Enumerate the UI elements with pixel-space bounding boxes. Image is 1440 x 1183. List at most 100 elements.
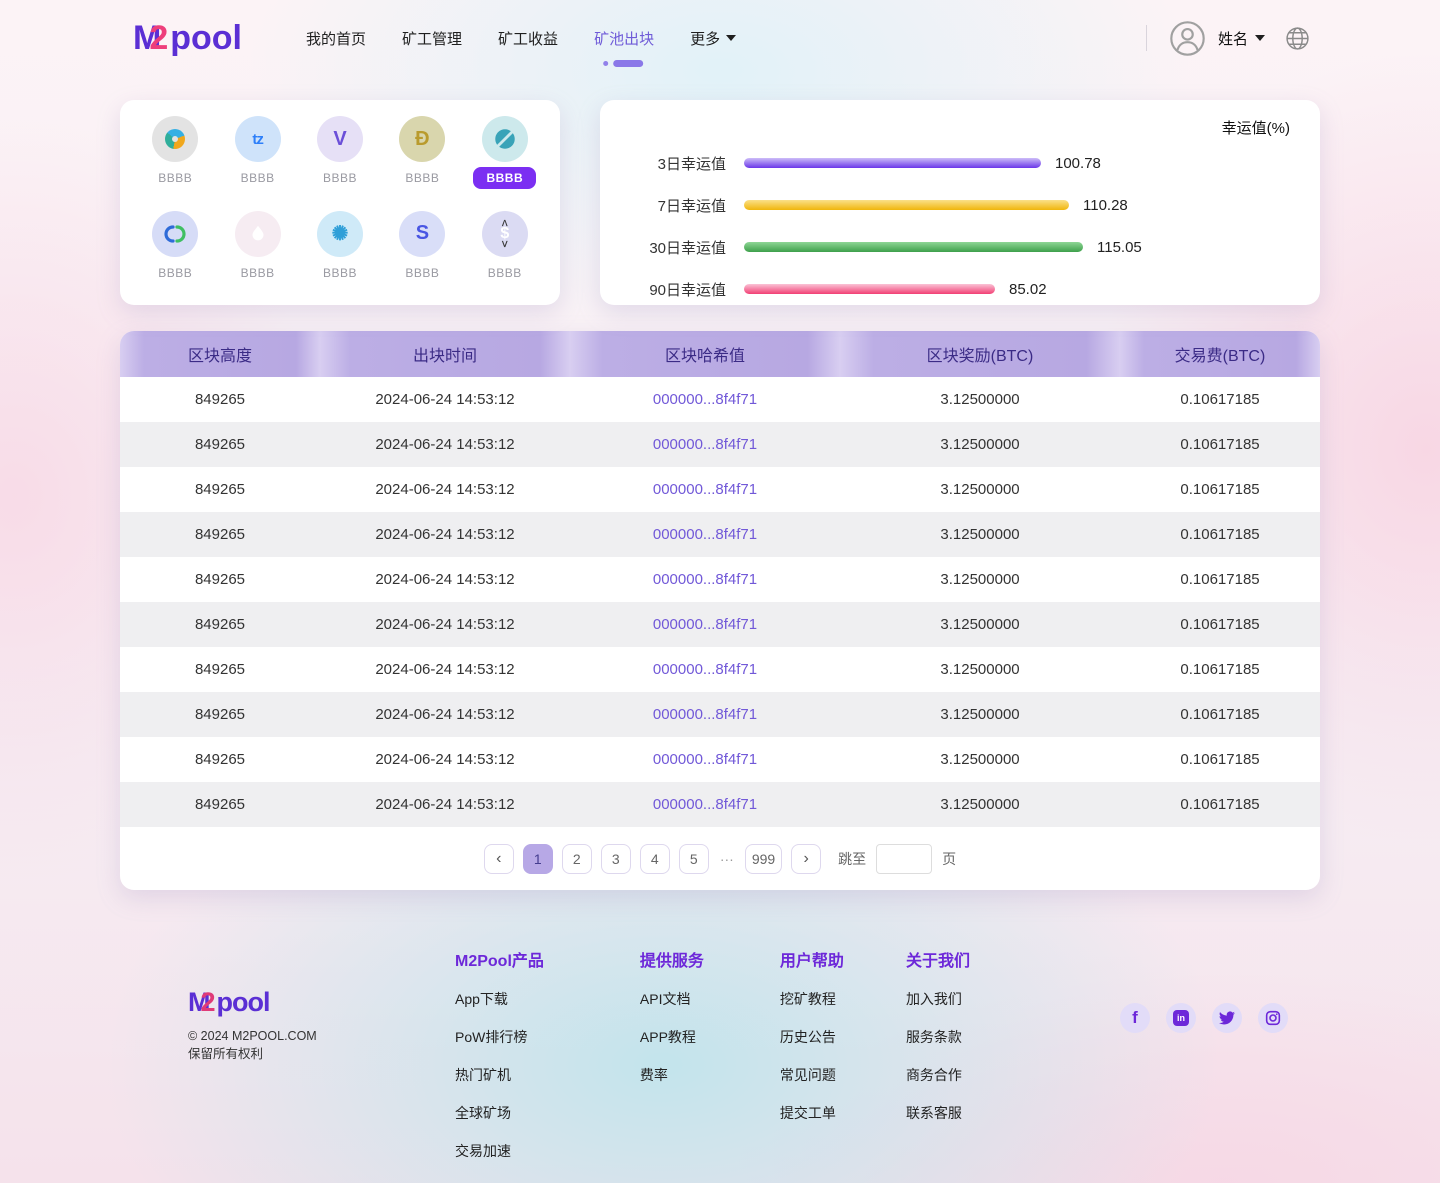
block-hash-link[interactable]: 000000...8f4f71 <box>652 391 758 408</box>
avatar[interactable] <box>1169 20 1206 57</box>
facebook-icon[interactable]: f <box>1120 1003 1150 1033</box>
table-cell: 849265 <box>120 782 320 827</box>
table-cell: 000000...8f4f71 <box>570 377 840 422</box>
page-button-3[interactable]: 3 <box>600 844 631 874</box>
lucky-bar-label: 90日幸运值 <box>649 281 726 299</box>
footer-link[interactable]: 联系客服 <box>905 1105 962 1121</box>
coin-item-scoin[interactable]: S BBBB <box>381 210 463 296</box>
footer-link[interactable]: 交易加速 <box>455 1143 511 1159</box>
table-cell: 849265 <box>120 467 320 512</box>
page-button-1[interactable]: 1 <box>522 844 553 874</box>
footer-link[interactable]: 费率 <box>639 1067 668 1083</box>
jump-page-input[interactable] <box>876 844 933 874</box>
page-button-5[interactable]: 5 <box>678 844 709 874</box>
block-hash-link[interactable]: 000000...8f4f71 <box>652 661 758 678</box>
coin-item-bitshares[interactable]: ✺ BBBB <box>299 210 381 296</box>
footer-link[interactable]: API文档 <box>639 991 691 1007</box>
footer-logo-block: M2pool © 2024 M2POOL.COM 保留所有权利 <box>188 987 317 1063</box>
block-hash-link[interactable]: 000000...8f4f71 <box>652 706 758 723</box>
footer-link[interactable]: 服务条款 <box>905 1029 962 1045</box>
nav-item-5[interactable]: 更多 <box>690 22 737 55</box>
page-button-2[interactable]: 2 <box>561 844 592 874</box>
table-header-row: 区块高度 出块时间 区块哈希值 区块奖励(BTC) 交易费(BTC) <box>120 331 1320 377</box>
coin-ontology-icon <box>481 116 528 162</box>
main-content: BBBB tz BBBB V BBBB Đ BBBB BBBB BBBB BBBB ✺ BBBB S BB… <box>120 100 1320 890</box>
language-globe-icon[interactable] <box>1285 26 1310 51</box>
coin-item-ontology[interactable]: BBBB <box>464 116 546 205</box>
lucky-chart: 3日幸运值 100.78 7日幸运值 110.28 30日幸运值 115.05 90日幸运值… <box>626 142 1294 310</box>
footer-link[interactable]: 加入我们 <box>905 991 962 1007</box>
footer-link[interactable]: 热门矿机 <box>455 1067 511 1083</box>
twitter-icon[interactable] <box>1212 1003 1242 1033</box>
coin-item-decred[interactable]: BBBB <box>134 210 216 296</box>
lucky-bar <box>744 158 1041 168</box>
block-hash-link[interactable]: 000000...8f4f71 <box>652 796 758 813</box>
prev-page-button[interactable]: ‹ <box>483 844 514 874</box>
table-row: 849265 2024-06-24 14:53:12 000000...8f4f71… <box>120 692 1320 737</box>
footer-logo[interactable]: M2pool <box>188 987 317 1018</box>
table-cell: 849265 <box>120 692 320 737</box>
nav-item-1[interactable]: 我的首页 <box>306 22 366 55</box>
coin-item-tezos[interactable]: tz BBBB <box>216 116 298 205</box>
table-header-cell: 交易费(BTC) <box>1120 331 1320 377</box>
next-page-button[interactable]: › <box>791 844 822 874</box>
coin-item-nem[interactable]: BBBB <box>134 116 216 205</box>
coin-item-vechain[interactable]: V BBBB <box>299 116 381 205</box>
nav-item-label: 我的首页 <box>306 30 367 48</box>
footer-link[interactable]: App下载 <box>455 991 508 1007</box>
footer-social: f in <box>1120 1003 1288 1033</box>
table-header-cell: 出块时间 <box>320 331 570 377</box>
nav-item-3[interactable]: 矿工收益 <box>498 22 558 55</box>
lucky-bar-row: 3日幸运值 100.78 <box>626 142 1294 184</box>
table-row: 849265 2024-06-24 14:53:12 000000...8f4f71… <box>120 377 1320 422</box>
linkedin-icon[interactable]: in <box>1166 1003 1196 1033</box>
lucky-bar <box>744 284 995 294</box>
table-cell: 2024-06-24 14:53:12 <box>320 782 570 827</box>
table-cell: 2024-06-24 14:53:12 <box>320 692 570 737</box>
footer-link[interactable]: 全球矿场 <box>455 1105 511 1121</box>
block-hash-link[interactable]: 000000...8f4f71 <box>652 481 758 498</box>
page-button-4[interactable]: 4 <box>639 844 670 874</box>
nav-item-label: 矿工管理 <box>402 30 463 48</box>
footer-link[interactable]: 挖矿教程 <box>779 991 836 1007</box>
footer-link[interactable]: 提交工单 <box>779 1105 836 1121</box>
header-right: 姓名 <box>1145 20 1310 57</box>
lucky-bar-label: 30日幸运值 <box>649 239 726 257</box>
last-page-button[interactable]: 999 <box>744 844 783 874</box>
footer-link[interactable]: PoW排行榜 <box>455 1029 528 1045</box>
coin-item-droplet[interactable]: BBBB <box>216 210 298 296</box>
footer-column-1: M2Pool产品 App下载 PoW排行榜 热门矿机 全球矿场 交易加速 <box>455 947 544 1161</box>
footer-link[interactable]: 历史公告 <box>779 1029 836 1045</box>
block-hash-link[interactable]: 000000...8f4f71 <box>652 751 758 768</box>
footer-link[interactable]: 常见问题 <box>779 1067 836 1083</box>
table-cell: 2024-06-24 14:53:12 <box>320 737 570 782</box>
table-cell: 000000...8f4f71 <box>570 557 840 602</box>
block-hash-link[interactable]: 000000...8f4f71 <box>652 526 758 543</box>
footer-logo-pool: pool <box>216 987 271 1017</box>
footer-link[interactable]: 商务合作 <box>905 1067 962 1083</box>
nav-item-4[interactable]: 矿池出块 <box>594 22 654 67</box>
user-menu[interactable]: 姓名 <box>1218 28 1265 49</box>
nav-item-2[interactable]: 矿工管理 <box>402 22 462 55</box>
coin-item-dogecoin[interactable]: Đ BBBB <box>381 116 463 205</box>
m2pool-logo[interactable]: M2pool <box>133 19 242 58</box>
coin-item-dollar[interactable]: ᐱ $ ᐯ BBBB <box>464 210 546 296</box>
table-cell: 0.10617185 <box>1120 647 1320 692</box>
coin-droplet-icon <box>234 210 281 257</box>
table-row: 849265 2024-06-24 14:53:12 000000...8f4f71… <box>120 647 1320 692</box>
block-hash-link[interactable]: 000000...8f4f71 <box>652 616 758 633</box>
instagram-icon[interactable] <box>1258 1003 1288 1033</box>
coin-label: BBBB <box>240 265 275 280</box>
footer-link[interactable]: APP教程 <box>639 1029 696 1045</box>
block-hash-link[interactable]: 000000...8f4f71 <box>652 436 758 453</box>
main-nav: 我的首页 矿工管理 矿工收益 矿池出块 更多 <box>306 22 737 67</box>
lucky-bar-row: 30日幸运值 115.05 <box>626 226 1294 268</box>
header: M2pool 我的首页 矿工管理 矿工收益 矿池出块 更多 姓名 <box>0 0 1440 76</box>
table-row: 849265 2024-06-24 14:53:12 000000...8f4f71… <box>120 422 1320 467</box>
footer: M2pool © 2024 M2POOL.COM 保留所有权利 M2Pool产品… <box>0 925 1440 1178</box>
table-cell: 000000...8f4f71 <box>570 647 840 692</box>
nav-item-label: 更多 <box>690 30 721 48</box>
table-cell: 3.12500000 <box>840 782 1120 827</box>
block-hash-link[interactable]: 000000...8f4f71 <box>652 571 758 588</box>
